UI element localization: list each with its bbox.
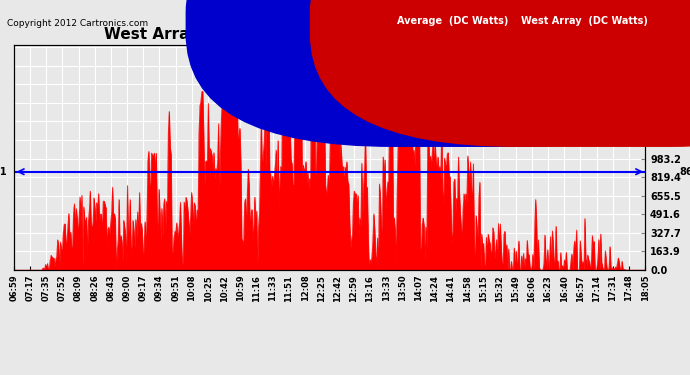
Text: Average  (DC Watts): Average (DC Watts) — [397, 16, 508, 26]
Text: Copyright 2012 Cartronics.com: Copyright 2012 Cartronics.com — [7, 19, 148, 28]
Text: 867.51: 867.51 — [680, 167, 690, 177]
Text: 867.51: 867.51 — [0, 167, 8, 177]
Text: West Array  (DC Watts): West Array (DC Watts) — [521, 16, 648, 26]
Title: West Array Actual & Average Power Fri Oct 12 18:18: West Array Actual & Average Power Fri Oc… — [104, 27, 555, 42]
